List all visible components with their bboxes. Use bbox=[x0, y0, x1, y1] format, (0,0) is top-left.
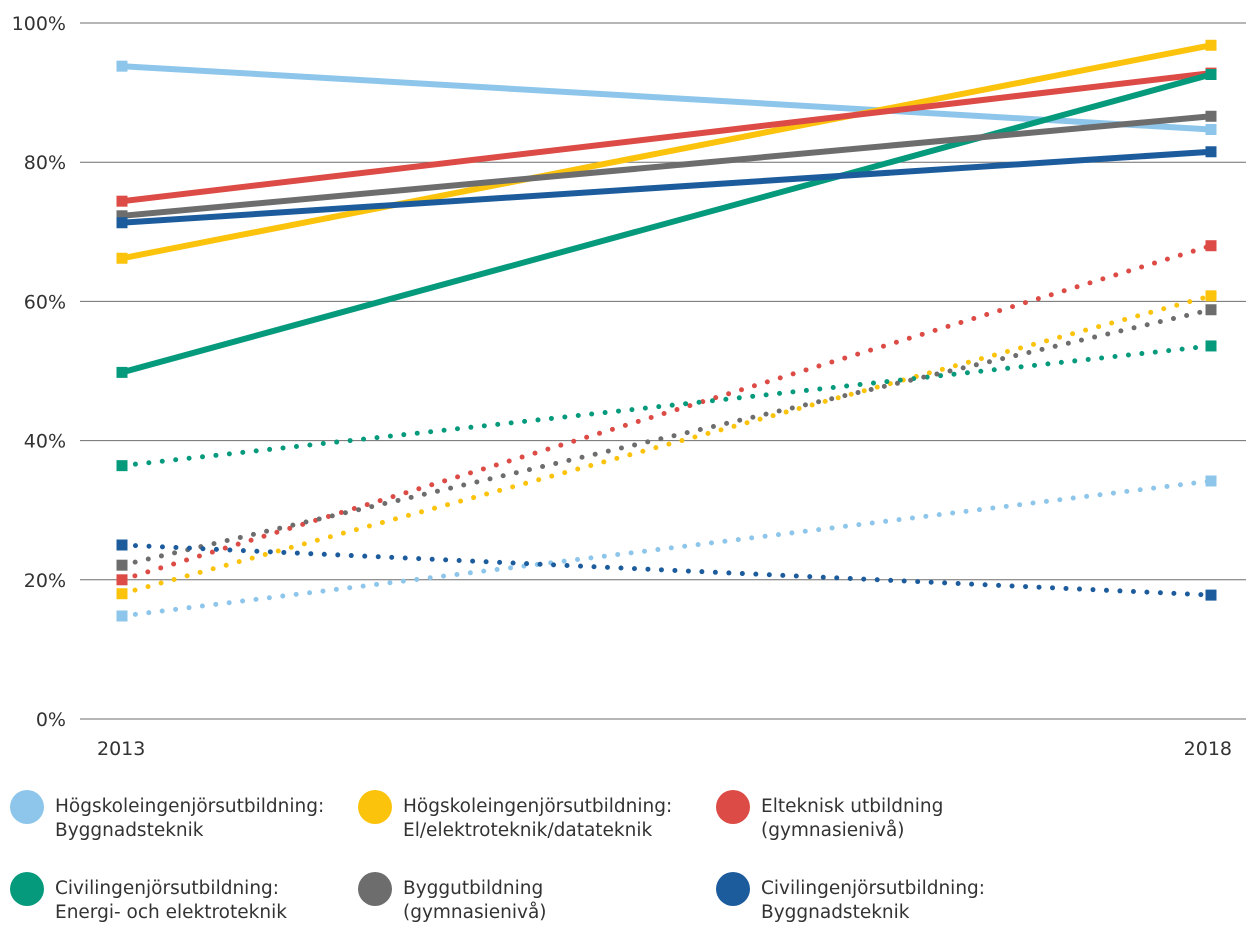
data-point-marker bbox=[1205, 69, 1217, 81]
x-axis-tick-labels: 2013 2018 bbox=[97, 738, 1232, 760]
legend-item-hogskoleingenjor-byggnadsteknik[interactable]: Högskoleingenjörsutbildning: Byggnadstekn… bbox=[10, 790, 324, 843]
y-tick-label: 20% bbox=[24, 570, 66, 592]
line-chart: 0% 20% 40% 60% 80% 100% 2013 2018 bbox=[12, 13, 1246, 760]
series-solid-0 bbox=[116, 60, 1217, 135]
legend-label: Högskoleingenjörsutbildning: El/elektrote… bbox=[403, 796, 673, 841]
legend-item-elteknisk-utbildning[interactable]: Elteknisk utbildning (gymnasienivå) bbox=[716, 790, 943, 843]
data-point-marker bbox=[116, 539, 128, 551]
legend-item-civilingenjor-byggnadsteknik[interactable]: Civilingenjörsutbildning: Byggnadsteknik bbox=[716, 872, 985, 925]
data-point-marker bbox=[116, 210, 128, 222]
series-solid-1 bbox=[116, 39, 1217, 264]
legend-swatch-icon bbox=[358, 790, 392, 824]
series-line bbox=[121, 63, 1212, 133]
data-point-marker bbox=[116, 195, 128, 207]
series-line bbox=[121, 71, 1212, 376]
data-point-marker bbox=[1205, 110, 1217, 122]
legend-label: Elteknisk utbildning (gymnasienivå) bbox=[761, 796, 944, 841]
data-point-marker bbox=[116, 460, 128, 472]
series-line bbox=[119, 243, 1214, 583]
series-line bbox=[119, 293, 1214, 597]
series-dotted-10 bbox=[116, 304, 1217, 571]
gridlines bbox=[80, 22, 1246, 720]
y-tick-label: 40% bbox=[24, 431, 66, 453]
legend-item-civilingenjor-energi-elektro[interactable]: Civilingenjörsutbildning: Energi- och ele… bbox=[10, 872, 287, 925]
series-solid-5 bbox=[116, 146, 1217, 229]
y-tick-label: 100% bbox=[12, 13, 66, 35]
legend-label: Byggutbildning (gymnasienivå) bbox=[403, 878, 547, 923]
x-tick-label: 2013 bbox=[97, 738, 145, 760]
series-dotted-7 bbox=[116, 290, 1217, 600]
series-solid-3 bbox=[116, 69, 1217, 378]
data-point-marker bbox=[116, 559, 128, 571]
data-point-marker bbox=[1205, 39, 1217, 51]
y-axis-tick-labels: 0% 20% 40% 60% 80% 100% bbox=[12, 13, 66, 731]
data-point-marker bbox=[116, 610, 128, 622]
series-dotted-11 bbox=[116, 539, 1217, 601]
data-point-marker bbox=[1205, 146, 1217, 158]
legend-swatch-icon bbox=[10, 872, 44, 906]
legend-swatch-icon bbox=[10, 790, 44, 824]
series-solid-4 bbox=[116, 110, 1217, 222]
series-line bbox=[119, 307, 1214, 568]
series-line bbox=[119, 478, 1214, 619]
series-line bbox=[121, 113, 1212, 219]
series-dotted-9 bbox=[116, 340, 1217, 472]
series-line bbox=[121, 42, 1212, 262]
series-line bbox=[121, 148, 1212, 226]
solid-series-group bbox=[116, 39, 1217, 378]
series-line bbox=[121, 70, 1212, 205]
legend-label: Civilingenjörsutbildning: Energi- och ele… bbox=[55, 878, 287, 923]
data-point-marker bbox=[1205, 123, 1217, 135]
data-point-marker bbox=[1205, 240, 1217, 252]
legend: Högskoleingenjörsutbildning: Byggnadstekn… bbox=[0, 790, 1246, 934]
data-point-marker bbox=[116, 366, 128, 378]
data-point-marker bbox=[116, 217, 128, 229]
y-tick-label: 0% bbox=[36, 709, 66, 731]
legend-item-hogskoleingenjor-el-data[interactable]: Högskoleingenjörsutbildning: El/elektrote… bbox=[358, 790, 672, 843]
data-point-marker bbox=[1205, 304, 1217, 316]
series-dotted-6 bbox=[116, 475, 1217, 622]
dotted-series-group bbox=[116, 240, 1217, 622]
data-point-marker bbox=[1205, 340, 1217, 352]
series-line bbox=[119, 343, 1214, 469]
legend-swatch-icon bbox=[358, 872, 392, 906]
data-point-marker bbox=[116, 60, 128, 72]
series-line bbox=[119, 542, 1214, 598]
series-dotted-8 bbox=[116, 240, 1217, 586]
legend-item-byggutbildning[interactable]: Byggutbildning (gymnasienivå) bbox=[358, 872, 547, 925]
data-point-marker bbox=[116, 574, 128, 586]
legend-label: Civilingenjörsutbildning: Byggnadsteknik bbox=[761, 878, 986, 923]
legend-swatch-icon bbox=[716, 790, 750, 824]
y-tick-label: 60% bbox=[24, 291, 66, 313]
x-tick-label: 2018 bbox=[1184, 738, 1232, 760]
data-point-marker bbox=[1205, 475, 1217, 487]
data-point-marker bbox=[1205, 589, 1217, 601]
data-point-marker bbox=[1205, 290, 1217, 302]
y-tick-label: 80% bbox=[24, 152, 66, 174]
data-point-marker bbox=[116, 588, 128, 600]
legend-swatch-icon bbox=[716, 872, 750, 906]
data-point-marker bbox=[116, 252, 128, 264]
legend-label: Högskoleingenjörsutbildning: Byggnadstekn… bbox=[55, 796, 325, 841]
